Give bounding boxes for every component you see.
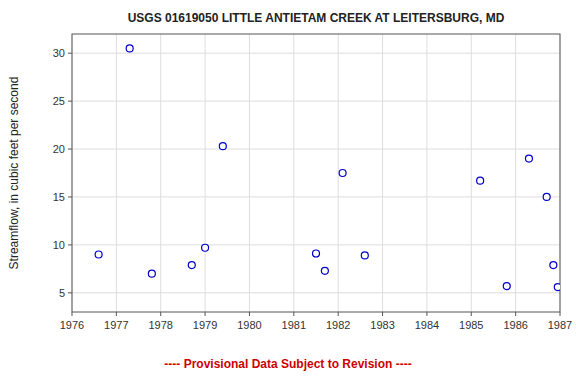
point (188, 262, 195, 269)
grid-line-y (72, 244, 560, 245)
tick-y (68, 244, 72, 245)
y-label: Streamflow, in cubic feet per second (7, 77, 21, 270)
tick-label-y: 15 (53, 191, 65, 203)
grid-line-y (72, 101, 560, 102)
tick-x (205, 312, 206, 316)
tick-label-y: 25 (53, 95, 65, 107)
tick-x (160, 312, 161, 316)
tick-label-x: 1979 (193, 319, 217, 331)
tick-x (382, 312, 383, 316)
grid-line-x (515, 34, 516, 312)
grid-line-x (426, 34, 427, 312)
grid-line-x (249, 34, 250, 312)
grid-line-x (293, 34, 294, 312)
point (321, 267, 328, 274)
tick-label-x: 1978 (148, 319, 172, 331)
point (126, 45, 133, 52)
tick-label-y: 5 (59, 287, 65, 299)
grid (72, 34, 560, 312)
point (525, 155, 532, 162)
tick-x (249, 312, 250, 316)
tick-label-x: 1982 (326, 319, 350, 331)
tick-x (293, 312, 294, 316)
tick-label-x: 1976 (60, 319, 84, 331)
axes: 1976 1977 1978 1979 1980 1981 1982 1983 1984 1985… (53, 47, 572, 331)
point (219, 143, 226, 150)
grid-line-y (72, 53, 560, 54)
tick-x (426, 312, 427, 316)
tick-y (68, 292, 72, 293)
point (339, 170, 346, 177)
point (95, 251, 102, 258)
point (361, 252, 368, 259)
grid-line-x (116, 34, 117, 312)
point (550, 262, 557, 269)
point (313, 250, 320, 257)
chart: 1976 1977 1978 1979 1980 1981 1982 1983 1984 1985… (0, 0, 576, 384)
tick-y (68, 53, 72, 54)
tick-label-x: 1985 (459, 319, 483, 331)
tick-y (68, 101, 72, 102)
points (95, 45, 560, 291)
tick-y (68, 149, 72, 150)
tick-label-x: 1977 (104, 319, 128, 331)
point (202, 244, 209, 251)
point (503, 283, 510, 290)
tick-label-x: 1981 (282, 319, 306, 331)
tick-label-y: 10 (53, 239, 65, 251)
tick-x (72, 312, 73, 316)
tick-label-x: 1984 (415, 319, 439, 331)
point (543, 193, 550, 200)
tick-label-y: 20 (53, 143, 65, 155)
title: USGS 01619050 LITTLE ANTIETAM CREEK AT L… (128, 11, 505, 25)
grid-line-x (205, 34, 206, 312)
point (554, 284, 560, 291)
tick-label-x: 1983 (370, 319, 394, 331)
tick-label-y: 30 (53, 47, 65, 59)
plot-frame (72, 34, 560, 312)
grid-line-y (72, 149, 560, 150)
tick-label-x: 1980 (237, 319, 261, 331)
tick-x (471, 312, 472, 316)
tick-x (515, 312, 516, 316)
tick-x (338, 312, 339, 316)
note: ---- Provisional Data Subject to Revisio… (164, 357, 411, 371)
grid-line-x (382, 34, 383, 312)
tick-label-x: 1986 (503, 319, 527, 331)
tick-x (116, 312, 117, 316)
tick-label-x: 1987 (548, 319, 572, 331)
grid-line-x (471, 34, 472, 312)
grid-line-x (160, 34, 161, 312)
point (477, 177, 484, 184)
grid-line-y (72, 196, 560, 197)
grid-line-y (72, 292, 560, 293)
background (0, 0, 576, 384)
point (148, 270, 155, 277)
tick-y (68, 196, 72, 197)
tick-x (560, 312, 561, 316)
